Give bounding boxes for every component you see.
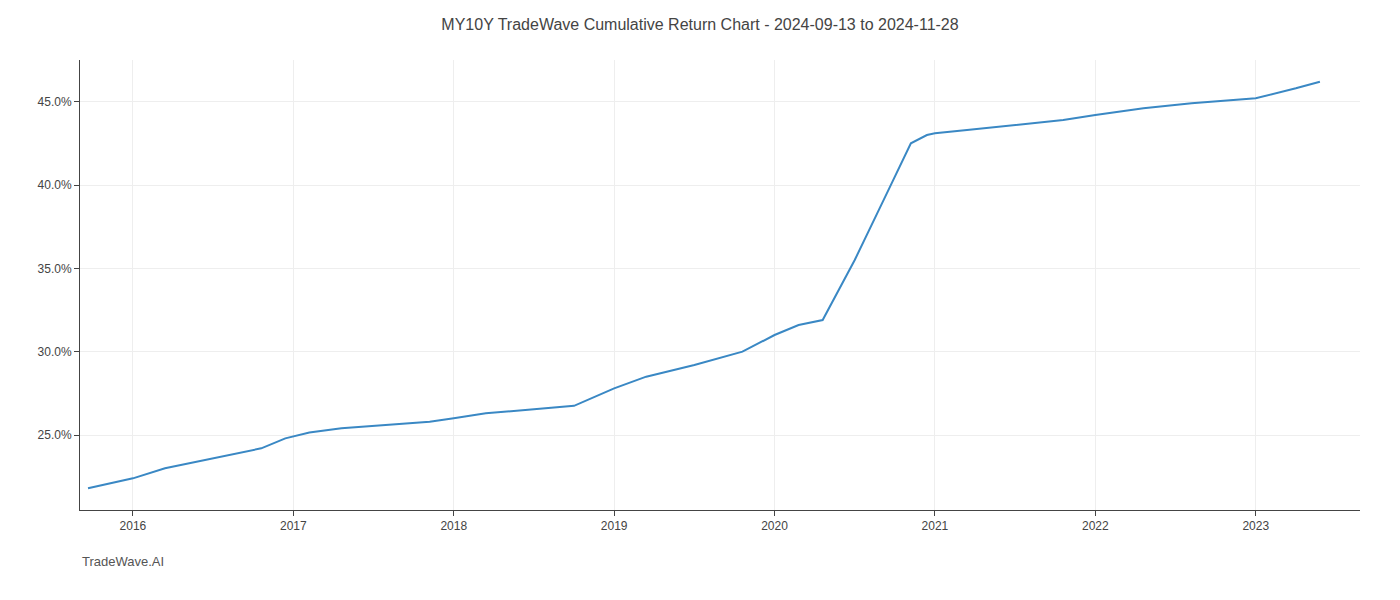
svg-text:2018: 2018 xyxy=(440,519,467,533)
svg-text:35.0%: 35.0% xyxy=(38,262,72,276)
svg-text:2020: 2020 xyxy=(761,519,788,533)
svg-text:2022: 2022 xyxy=(1082,519,1109,533)
svg-text:2023: 2023 xyxy=(1242,519,1269,533)
svg-text:30.0%: 30.0% xyxy=(38,345,72,359)
svg-text:40.0%: 40.0% xyxy=(38,178,72,192)
svg-text:25.0%: 25.0% xyxy=(38,428,72,442)
svg-text:45.0%: 45.0% xyxy=(38,95,72,109)
svg-text:MY10Y TradeWave Cumulative Ret: MY10Y TradeWave Cumulative Return Chart … xyxy=(441,16,958,33)
svg-text:2021: 2021 xyxy=(922,519,949,533)
svg-text:2016: 2016 xyxy=(120,519,147,533)
svg-text:2017: 2017 xyxy=(280,519,307,533)
svg-text:2019: 2019 xyxy=(601,519,628,533)
svg-text:TradeWave.AI: TradeWave.AI xyxy=(82,554,164,569)
